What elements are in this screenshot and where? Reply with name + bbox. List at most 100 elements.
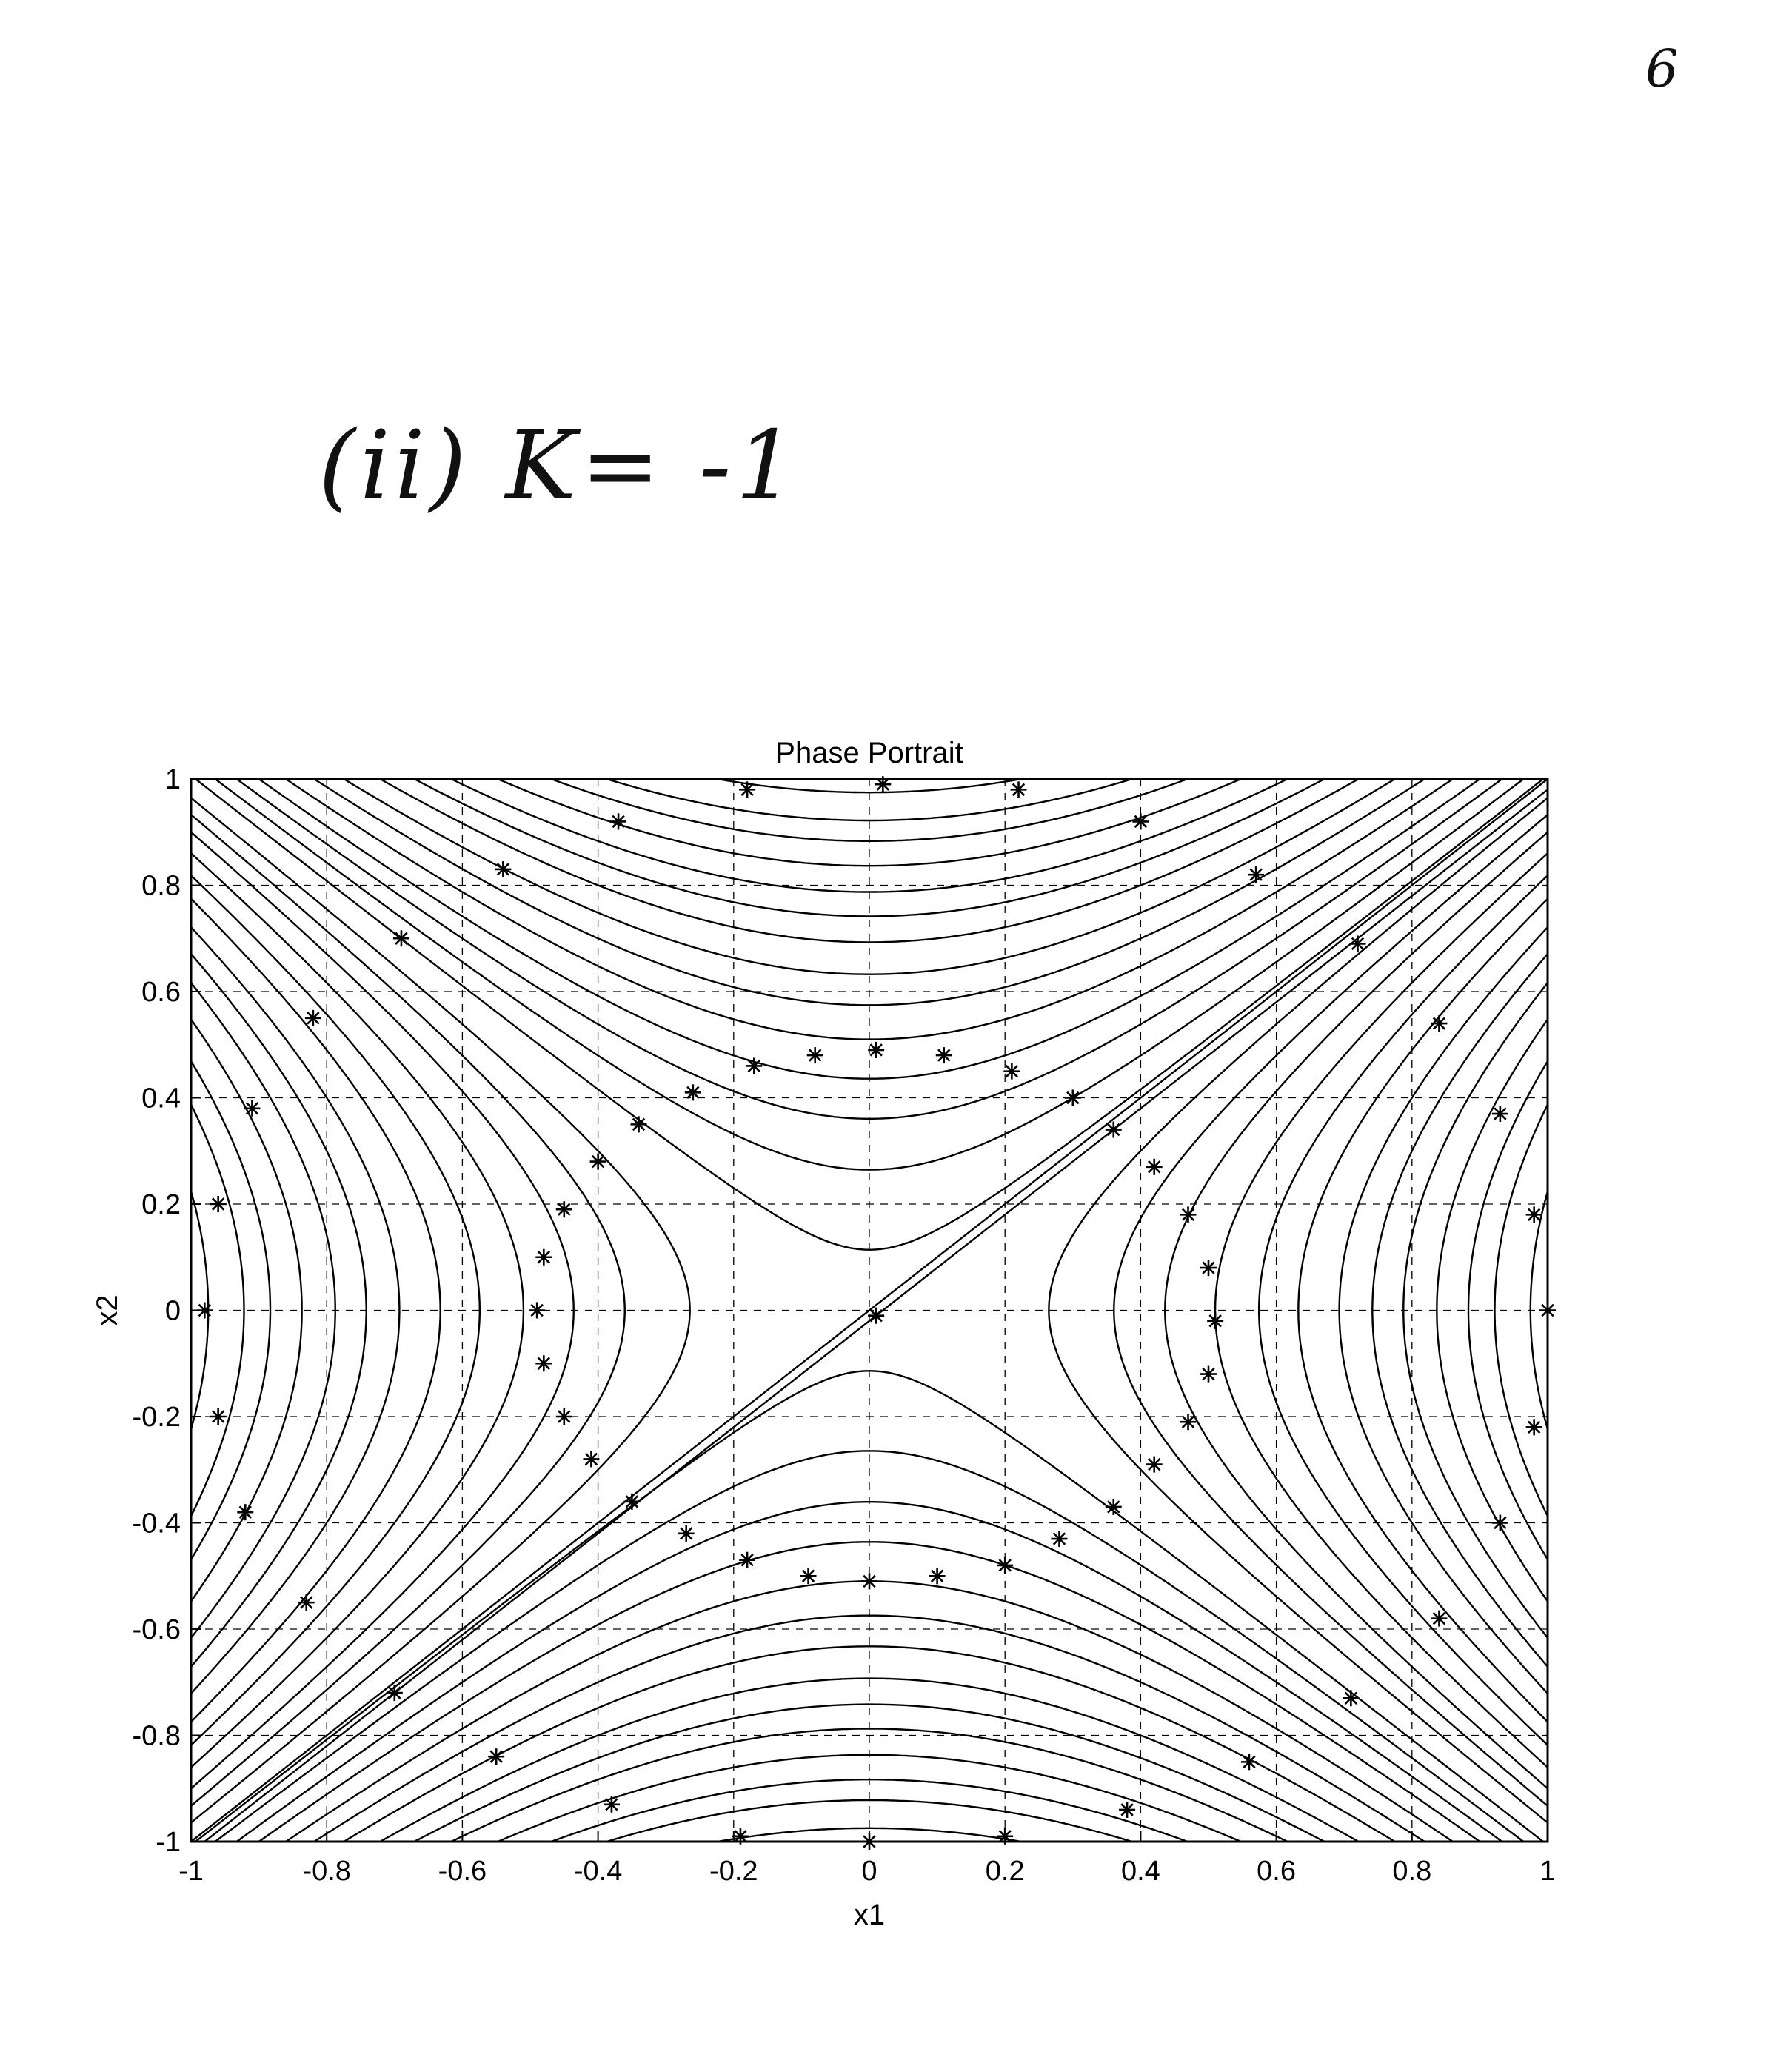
start-marker-stroke <box>1243 1755 1256 1769</box>
trajectory-curve <box>550 1779 1188 1843</box>
tick-layer: -1 -0.8 -0.6 -0.4 -0.2 0 0.2 0.4 0.6 0.8 1 -1 -0.8 -0… <box>133 764 1556 1887</box>
start-marker-stroke <box>1202 1261 1215 1274</box>
start-marker <box>1051 1531 1068 1548</box>
trajectory-curve <box>1402 982 1548 1639</box>
start-marker <box>623 1493 641 1510</box>
start-marker-stroke <box>863 1574 876 1588</box>
start-marker-stroke <box>584 1452 598 1466</box>
y-tick-label: 1 <box>165 764 181 795</box>
start-marker-stroke <box>591 1154 605 1169</box>
page-number: 6 <box>1645 39 1679 99</box>
start-marker-stroke <box>998 1559 1012 1572</box>
start-marker-stroke <box>1107 1500 1120 1514</box>
start-marker-stroke <box>605 1798 618 1811</box>
start-marker-stroke <box>537 1357 551 1370</box>
start-marker-stroke <box>1202 1367 1215 1381</box>
y-tick-label: 0.6 <box>141 977 181 1008</box>
start-marker-stroke <box>530 1303 544 1317</box>
start-marker-stroke <box>1527 1420 1541 1434</box>
trajectory-curve <box>190 897 441 1723</box>
start-marker-stroke <box>489 1750 503 1763</box>
trajectory-curve <box>1297 897 1548 1723</box>
x-tick-label: -0.6 <box>438 1856 487 1887</box>
start-marker <box>1491 1514 1508 1531</box>
trajectory-curve <box>195 1370 1544 1842</box>
start-marker-stroke <box>1052 1532 1066 1545</box>
start-marker-stroke <box>612 815 625 829</box>
start-marker <box>495 860 512 877</box>
trajectory-curve <box>1214 852 1548 1768</box>
case-label: (ii) K= -1 <box>318 411 800 521</box>
start-marker-stroke <box>238 1505 252 1519</box>
start-marker <box>684 1084 701 1101</box>
start-marker-stroke <box>1432 1611 1446 1625</box>
y-tick-label: -1 <box>156 1827 181 1858</box>
trajectory-curve <box>190 926 401 1694</box>
start-marker-stroke <box>395 932 408 945</box>
trajectory-curve <box>450 1728 1288 1843</box>
y-tick-label: -0.6 <box>133 1614 181 1645</box>
trajectory-curve <box>190 953 367 1668</box>
start-marker <box>1431 1015 1448 1032</box>
start-marker-stroke <box>198 1303 212 1317</box>
start-marker-stroke <box>1005 1064 1019 1078</box>
start-marker-stroke <box>1012 783 1026 797</box>
x-tick-label: -0.2 <box>709 1856 758 1887</box>
y-tick-label: -0.2 <box>133 1402 181 1433</box>
y-tick-label: 0.8 <box>141 871 181 902</box>
start-marker-stroke <box>1249 868 1263 881</box>
start-marker-stroke <box>558 1410 571 1423</box>
start-marker <box>1200 1260 1217 1277</box>
start-marker <box>1010 781 1027 798</box>
start-marker <box>555 1408 572 1425</box>
start-marker-stroke <box>747 1059 760 1073</box>
trajectory-curve <box>606 778 1133 822</box>
trajectory-curve <box>285 778 1454 1040</box>
trajectory-curve <box>190 778 1548 1842</box>
start-marker-stroke <box>1134 815 1148 829</box>
x-axis-label: x1 <box>854 1899 885 1931</box>
start-marker-stroke <box>1120 1803 1134 1816</box>
start-marker-stroke <box>1351 937 1365 951</box>
start-marker-stroke <box>300 1596 313 1609</box>
trajectory-curve <box>343 1645 1396 1843</box>
start-marker-stroke <box>211 1197 225 1211</box>
start-marker-stroke <box>1432 1017 1446 1030</box>
start-marker-stroke <box>1181 1415 1195 1428</box>
start-marker <box>529 1302 546 1319</box>
start-marker <box>806 1047 823 1064</box>
start-marker <box>210 1196 227 1212</box>
x-tick-label: 0.6 <box>1257 1856 1296 1887</box>
start-marker <box>678 1525 695 1542</box>
start-marker <box>739 1551 756 1568</box>
start-marker-stroke <box>801 1569 815 1582</box>
y-tick-label: 0 <box>165 1296 181 1327</box>
x-tick-label: 0.2 <box>986 1856 1025 1887</box>
trajectory-curve <box>717 1827 1022 1843</box>
start-marker <box>298 1594 315 1611</box>
start-marker <box>1180 1414 1197 1431</box>
start-marker-stroke <box>1066 1091 1080 1105</box>
trajectory-curve <box>214 1450 1525 1842</box>
start-marker-stroke <box>740 783 754 797</box>
start-marker <box>392 930 409 947</box>
start-marker <box>1491 1106 1508 1123</box>
start-marker-stroke <box>740 1554 754 1567</box>
trajectory-curve <box>1436 1018 1548 1602</box>
start-marker <box>603 1796 620 1813</box>
trajectory-curve <box>1048 797 1548 1824</box>
x-tick-label: 0.4 <box>1121 1856 1160 1887</box>
start-marker-stroke <box>1208 1314 1222 1328</box>
start-marker-stroke <box>869 1043 883 1057</box>
start-marker <box>1248 866 1265 883</box>
trajectory-curve <box>1494 1104 1549 1517</box>
trajectory-curve <box>190 831 575 1790</box>
start-marker <box>1003 1063 1020 1080</box>
trajectory-curve <box>190 1018 303 1602</box>
start-marker <box>1180 1206 1197 1223</box>
trajectory-curve <box>1529 1191 1549 1430</box>
y-tick-label: 0.4 <box>141 1083 181 1114</box>
start-marker <box>1064 1089 1081 1106</box>
x-tick-label: 1 <box>1539 1856 1555 1887</box>
start-marker <box>1525 1419 1542 1436</box>
